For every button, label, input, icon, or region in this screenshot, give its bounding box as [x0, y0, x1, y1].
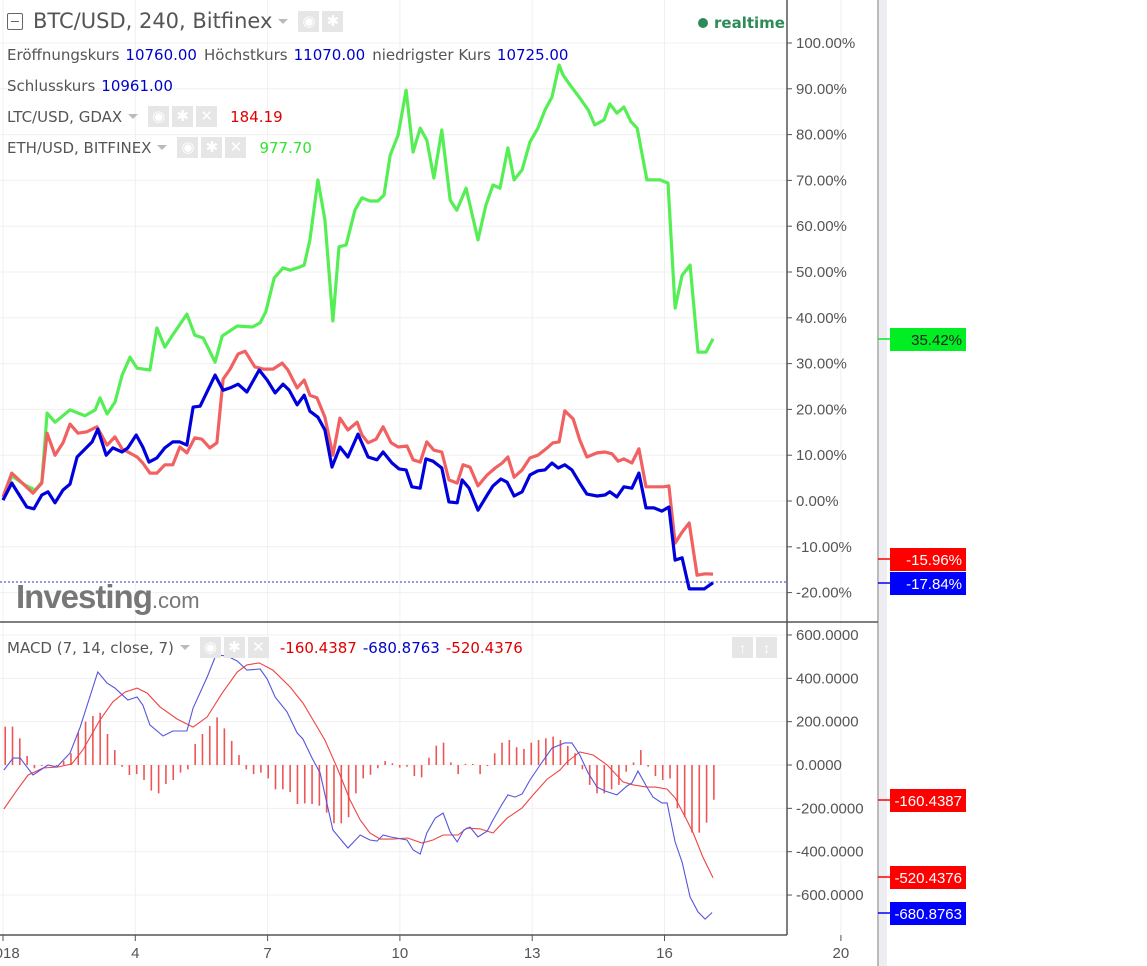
x-tick-label: 20: [833, 945, 850, 962]
last-value-badge: [890, 328, 966, 351]
last-value-label: 35.42%: [911, 332, 962, 349]
investing-logo: Investing.com: [16, 578, 200, 615]
overlay-value: 184.19: [230, 107, 283, 126]
last-value-label: -680.8763: [894, 906, 962, 923]
ohlc-row: Eröffnungskurs 10760.00 Höchstkurs 11070…: [7, 46, 568, 64]
x-tick-label: 10: [392, 945, 409, 962]
status-dot-icon: [698, 18, 708, 28]
status-text: realtime: [714, 14, 785, 32]
pane-controls: ↑ ↕: [732, 637, 780, 658]
y-tick-label: 100.00%: [796, 35, 855, 52]
low-value: 10725.00: [496, 46, 569, 64]
y-tick-label: -600.0000: [796, 887, 864, 904]
last-value-badge: [890, 789, 966, 812]
y-tick-label: 40.00%: [796, 310, 847, 327]
x-tick-label: 16: [656, 945, 673, 962]
overlay-value: 977.70: [259, 138, 312, 157]
last-value-badges: 35.42% -15.96% -17.84% -160.4387 -520.4376 -6…: [878, 328, 966, 925]
y-tick-label: 30.00%: [796, 356, 847, 373]
y-tick-label: 20.00%: [796, 401, 847, 418]
close-label: Schlusskurs: [7, 77, 96, 95]
close-value: 10961.00: [101, 77, 173, 95]
open-value: 10760.00: [125, 46, 197, 64]
caret-down-icon[interactable]: [128, 114, 139, 119]
y-tick-label: 50.00%: [796, 264, 847, 281]
y-tick-label: -200.0000: [796, 800, 864, 817]
macd-series: [3, 654, 715, 920]
eye-icon[interactable]: ◉: [177, 137, 199, 158]
y-tick-label: -10.00%: [796, 539, 852, 556]
y-tick-label: 600.0000: [796, 627, 859, 644]
last-value-badge: [890, 866, 966, 889]
low-label: niedrigster Kurs: [372, 46, 491, 64]
caret-down-icon[interactable]: [157, 145, 168, 150]
y-tick-label: 0.00%: [796, 493, 839, 510]
gear-icon[interactable]: ✱: [223, 637, 245, 658]
main-legend: BTC/USD, 240, Bitfinex ◉ ✱: [7, 9, 346, 33]
macd-histogram-value: -160.4387: [279, 638, 357, 657]
y-tick-label: 0.0000: [796, 757, 842, 774]
y-tick-label: -400.0000: [796, 844, 864, 861]
macd-label[interactable]: MACD (7, 14, close, 7): [7, 638, 174, 657]
close-icon[interactable]: ✕: [247, 637, 269, 658]
last-value-badge: [890, 572, 966, 595]
y-axis[interactable]: 100.00% 90.00% 80.00% 70.00% 60.00% 50.00% 40.…: [787, 35, 864, 904]
high-label: Höchstkurs: [203, 46, 288, 64]
y-tick-label: 10.00%: [796, 447, 847, 464]
close-row: Schlusskurs 10961.00: [7, 77, 173, 95]
eye-icon[interactable]: ◉: [298, 10, 320, 32]
symbol-title[interactable]: BTC/USD, 240, Bitfinex: [33, 9, 273, 33]
high-value: 11070.00: [293, 46, 366, 64]
gear-icon[interactable]: ✱: [201, 137, 223, 158]
eye-icon[interactable]: ◉: [199, 637, 221, 658]
y-tick-label: 80.00%: [796, 127, 847, 144]
x-tick-label: 7: [263, 945, 271, 962]
last-value-badge: [890, 902, 966, 925]
x-axis[interactable]: 2018 4 7 10 13 16 20: [0, 935, 849, 962]
gear-icon[interactable]: ✱: [172, 106, 194, 127]
last-value-label: -160.4387: [894, 793, 962, 810]
caret-down-icon[interactable]: [278, 18, 289, 24]
macd-line-value: -680.8763: [362, 638, 440, 657]
overlay-label[interactable]: ETH/USD, BITFINEX: [7, 138, 152, 157]
eye-icon[interactable]: ◉: [148, 106, 170, 127]
y-tick-label: -20.00%: [796, 585, 852, 602]
series-line-eth-usd[interactable]: [1, 63, 715, 501]
gear-icon[interactable]: ✱: [322, 10, 344, 32]
y-tick-label: 60.00%: [796, 218, 847, 235]
y-tick-label: 90.00%: [796, 81, 847, 98]
macd-line-macd[interactable]: [3, 654, 713, 920]
arrow-up-icon[interactable]: ↑: [732, 637, 753, 658]
caret-down-icon[interactable]: [179, 645, 190, 650]
last-value-label: -17.84%: [906, 576, 962, 593]
series-line-btc-usd[interactable]: [1, 368, 714, 591]
overlay-label[interactable]: LTC/USD, GDAX: [7, 107, 123, 126]
macd-legend: MACD (7, 14, close, 7) ◉ ✱ ✕ -160.4387 -…: [7, 637, 523, 658]
series-line-ltc-usd[interactable]: [1, 349, 714, 577]
x-tick-label: 2018: [0, 945, 20, 962]
minus-square-icon[interactable]: [7, 12, 23, 30]
last-value-label: -520.4376: [894, 870, 962, 887]
price-series: [1, 63, 715, 591]
arrows-vertical-icon[interactable]: ↕: [756, 637, 777, 658]
y-tick-label: 70.00%: [796, 172, 847, 189]
x-tick-label: 4: [131, 945, 139, 962]
last-value-badge: [890, 548, 966, 571]
overlay-eth: ETH/USD, BITFINEX ◉ ✱ ✕ 977.70: [7, 137, 312, 158]
close-icon[interactable]: ✕: [225, 137, 247, 158]
close-icon[interactable]: ✕: [196, 106, 218, 127]
y-tick-label: 400.0000: [796, 670, 859, 687]
scrollbar[interactable]: [879, 0, 887, 966]
overlay-ltc: LTC/USD, GDAX ◉ ✱ ✕ 184.19: [7, 106, 283, 127]
x-tick-label: 13: [524, 945, 541, 962]
y-tick-label: 200.0000: [796, 714, 859, 731]
macd-signal-value: -520.4376: [445, 638, 523, 657]
last-value-label: -15.96%: [906, 552, 962, 569]
open-label: Eröffnungskurs: [7, 46, 120, 64]
macd-line-signal[interactable]: [3, 662, 714, 879]
realtime-status: realtime: [698, 14, 785, 32]
